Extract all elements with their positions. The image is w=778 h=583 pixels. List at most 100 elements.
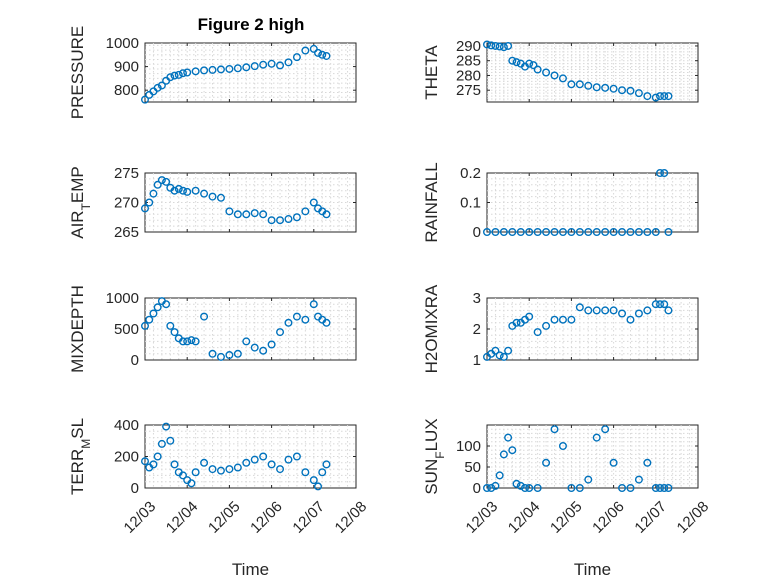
data-point xyxy=(191,67,200,76)
data-point xyxy=(550,425,559,434)
data-point xyxy=(187,479,196,488)
data-point xyxy=(314,48,323,57)
y-tick-label: 400 xyxy=(114,417,139,434)
data-point xyxy=(200,189,209,198)
series-markers xyxy=(140,44,331,104)
data-point xyxy=(309,198,318,207)
data-point xyxy=(575,80,584,89)
data-point xyxy=(558,74,567,83)
data-point xyxy=(208,192,217,201)
data-point xyxy=(550,227,559,236)
data-point xyxy=(664,306,673,315)
data-point xyxy=(216,193,225,202)
y-tick-label: 0 xyxy=(131,480,139,497)
data-point xyxy=(145,198,154,207)
data-point xyxy=(575,227,584,236)
data-point xyxy=(140,95,149,104)
y-tick-label: 2 xyxy=(473,321,481,338)
data-point xyxy=(483,227,492,236)
data-point xyxy=(634,227,643,236)
data-point xyxy=(499,450,508,459)
data-point xyxy=(301,207,310,216)
data-point xyxy=(592,433,601,442)
data-point xyxy=(153,452,162,461)
data-point xyxy=(542,227,551,236)
data-point xyxy=(660,168,669,177)
data-point xyxy=(178,337,187,346)
subplot-rainfall: 0 0.1 0.2 RAINFALL xyxy=(422,162,699,243)
data-point xyxy=(664,92,673,101)
data-point xyxy=(487,484,496,493)
series-markers xyxy=(483,425,673,493)
data-point xyxy=(660,484,669,493)
axes-background xyxy=(144,172,357,233)
data-point xyxy=(225,207,234,216)
data-point xyxy=(634,475,643,484)
data-point xyxy=(567,80,576,89)
data-point xyxy=(491,346,500,355)
data-point xyxy=(567,227,576,236)
data-point xyxy=(233,463,242,472)
data-point xyxy=(558,315,567,324)
data-point xyxy=(601,306,610,315)
data-point xyxy=(170,186,179,195)
data-point xyxy=(499,227,508,236)
data-point xyxy=(170,328,179,337)
data-point xyxy=(567,484,576,493)
y-axis-label: AIRTEMP xyxy=(68,166,93,239)
axes-background xyxy=(486,424,699,489)
data-point xyxy=(508,227,517,236)
y-tick-label: 0 xyxy=(131,352,139,369)
y-tick-label: 290 xyxy=(456,38,481,55)
data-point xyxy=(178,471,187,480)
subplot-air_temp: 265 270 275 AIRTEMP xyxy=(68,165,357,241)
data-point xyxy=(233,64,242,73)
data-point xyxy=(216,352,225,361)
x-axis-label: Time xyxy=(232,560,269,579)
data-point xyxy=(656,300,665,309)
data-point xyxy=(626,86,635,95)
data-point xyxy=(157,439,166,448)
y-axis-label: H2OMIXRA xyxy=(422,284,441,373)
data-point xyxy=(140,457,149,466)
data-point xyxy=(145,315,154,324)
data-point xyxy=(567,315,576,324)
data-point xyxy=(592,83,601,92)
data-point xyxy=(301,315,310,324)
subplot-h2omixra: 1 2 3 H2OMIXRA xyxy=(422,284,699,373)
data-point xyxy=(162,177,171,186)
y-axis-label: THETA xyxy=(422,45,441,100)
data-point xyxy=(626,227,635,236)
data-point xyxy=(242,337,251,346)
y-tick-label: 200 xyxy=(114,449,139,466)
figure-title: Figure 2 high xyxy=(198,15,305,34)
y-axis-label: PRESSURE xyxy=(68,26,87,120)
y-axis-label: RAINFALL xyxy=(422,162,441,242)
data-point xyxy=(483,484,492,493)
data-point xyxy=(284,455,293,464)
data-point xyxy=(656,168,665,177)
data-point xyxy=(178,69,187,78)
data-point xyxy=(318,50,327,59)
data-point xyxy=(170,71,179,80)
data-point xyxy=(208,65,217,74)
data-point xyxy=(183,337,192,346)
data-point xyxy=(504,433,513,442)
data-point xyxy=(149,189,158,198)
series-markers xyxy=(483,40,673,102)
data-point xyxy=(233,349,242,358)
data-point xyxy=(651,93,660,102)
data-point xyxy=(664,484,673,493)
data-point xyxy=(322,51,331,60)
data-point xyxy=(322,318,331,327)
data-point xyxy=(643,227,652,236)
y-tick-label: 3 xyxy=(473,290,481,307)
data-point xyxy=(322,460,331,469)
data-point xyxy=(284,215,293,224)
data-point xyxy=(149,309,158,318)
data-point xyxy=(504,41,513,50)
data-point xyxy=(542,321,551,330)
data-point xyxy=(618,309,627,318)
